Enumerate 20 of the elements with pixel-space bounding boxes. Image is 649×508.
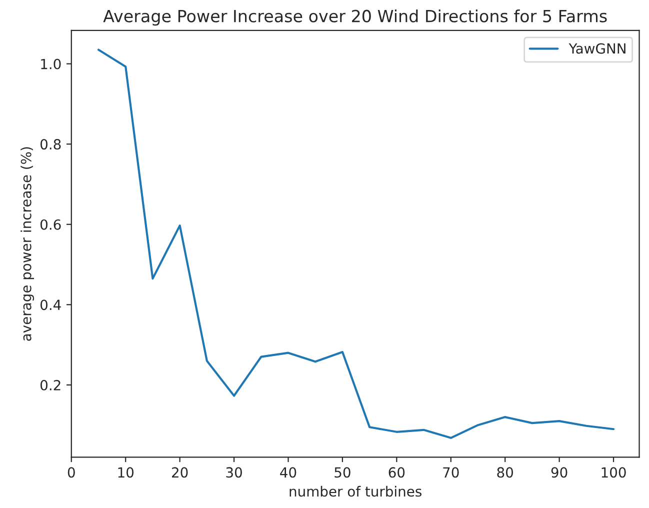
chart-title: Average Power Increase over 20 Wind Directions for 5 Farms (103, 9, 607, 26)
x-tick-label: 20 (172, 467, 188, 478)
x-axis-title: number of turbines (290, 486, 422, 497)
y-axis-title: average power increase (%) (20, 147, 34, 341)
y-tick-label: 0.6 (40, 219, 61, 230)
x-tick-label: 80 (497, 467, 514, 478)
y-tick-label: 0.2 (40, 380, 60, 390)
y-tick-label: 1.0 (41, 58, 61, 70)
x-tick-label: 90 (551, 467, 568, 478)
x-tick-label: 10 (118, 467, 134, 478)
x-tick-label: 100 (602, 467, 626, 478)
y-tick-label: 0.4 (40, 300, 61, 310)
legend-label: YawGNN (568, 43, 626, 54)
y-tick-label: 0.8 (40, 139, 61, 150)
x-tick-label: 30 (226, 467, 242, 478)
x-tick-label: 60 (388, 467, 405, 478)
x-tick-label: 70 (443, 467, 459, 478)
x-tick-label: 50 (334, 467, 350, 478)
x-tick-label: 0 (68, 467, 75, 478)
x-tick-label: 40 (280, 467, 296, 478)
